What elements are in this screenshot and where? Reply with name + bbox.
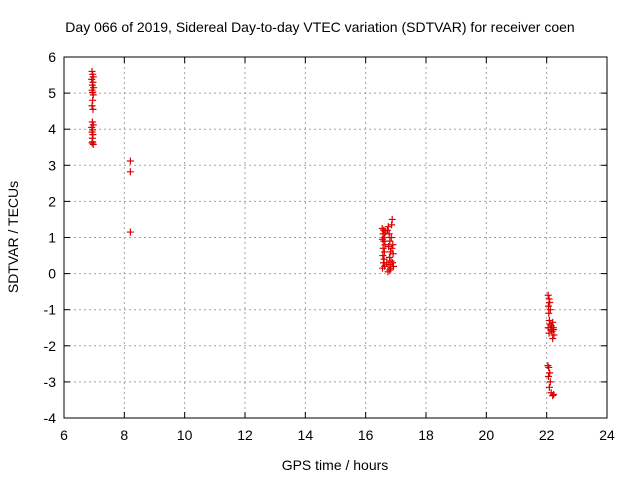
y-tick-label: 2 (48, 193, 56, 209)
x-tick-labels: 6 8 10 12 14 16 18 20 22 24 (60, 427, 615, 443)
data-point (388, 215, 396, 223)
y-tick-label: 4 (48, 121, 56, 137)
y-tick-label: 6 (48, 49, 56, 65)
data-point (126, 168, 134, 176)
data-point (379, 264, 387, 272)
data-point (388, 244, 396, 252)
y-axis-label: SDTVAR / TECUs (5, 181, 21, 293)
data-point (89, 140, 97, 148)
data-point (88, 139, 96, 147)
data-point (384, 268, 392, 276)
grid-lines (64, 57, 607, 418)
data-point (380, 237, 388, 245)
data-point (380, 255, 388, 263)
data-point (545, 383, 553, 391)
data-point (380, 248, 388, 256)
y-tick-label: 0 (48, 266, 56, 282)
x-tick-label: 16 (358, 427, 374, 443)
data-point (546, 298, 554, 306)
x-tick-label: 22 (539, 427, 555, 443)
data-point (550, 326, 558, 334)
data-points (88, 67, 558, 400)
x-tick-label: 12 (237, 427, 253, 443)
data-point (126, 228, 134, 236)
data-point (387, 234, 395, 241)
data-point (88, 102, 96, 110)
data-point (389, 241, 397, 249)
data-point (89, 91, 97, 99)
y-tick-label: -4 (44, 410, 57, 426)
data-point (549, 335, 557, 343)
data-point (379, 244, 387, 252)
data-point (389, 250, 397, 258)
x-tick-label: 24 (599, 427, 615, 443)
data-point (379, 230, 387, 238)
x-axis-label: GPS time / hours (282, 457, 389, 473)
data-point (389, 262, 397, 270)
x-tick-label: 14 (298, 427, 314, 443)
data-point (381, 241, 389, 249)
x-tick-label: 6 (60, 427, 68, 443)
data-point (544, 372, 552, 380)
data-point (383, 226, 391, 234)
data-point (385, 253, 393, 261)
data-point (126, 157, 134, 165)
data-point (389, 259, 397, 267)
x-tick-label: 10 (177, 427, 193, 443)
y-tick-label: -1 (44, 302, 57, 318)
data-point (546, 369, 554, 377)
chart-title: Day 066 of 2019, Sidereal Day-to-day VTE… (65, 19, 574, 35)
y-tick-label: 1 (48, 230, 56, 246)
data-point (386, 237, 394, 245)
y-tick-label: -2 (44, 338, 57, 354)
data-point (379, 252, 387, 260)
axis-ticks (63, 56, 608, 419)
data-point (546, 378, 554, 386)
data-point (544, 291, 552, 299)
data-point (545, 295, 553, 303)
data-point (385, 230, 393, 238)
data-point (549, 392, 557, 400)
x-tick-label: 20 (479, 427, 495, 443)
data-point (545, 363, 553, 371)
data-point (545, 309, 553, 317)
x-tick-label: 18 (418, 427, 434, 443)
data-point (89, 96, 97, 104)
data-point (546, 306, 554, 314)
data-point (89, 105, 97, 113)
x-tick-label: 8 (120, 427, 128, 443)
data-point (89, 131, 97, 139)
y-tick-labels: -4 -3 -2 -1 0 1 2 3 4 5 6 (44, 49, 57, 426)
y-tick-label: -3 (44, 374, 57, 390)
data-point (544, 302, 552, 310)
y-tick-label: 3 (48, 157, 56, 173)
data-point (385, 261, 393, 269)
data-point (388, 221, 396, 229)
data-point (549, 318, 557, 326)
y-tick-label: 5 (48, 85, 56, 101)
data-point (550, 391, 558, 399)
plot-frame (63, 56, 608, 419)
